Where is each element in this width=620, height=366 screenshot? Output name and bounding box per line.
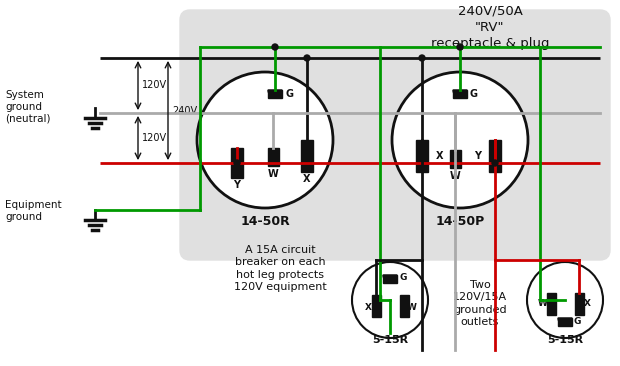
Text: A 15A circuit
breaker on each
hot leg protects
120V equipment: A 15A circuit breaker on each hot leg pr…	[234, 245, 326, 292]
Text: X: X	[365, 303, 371, 313]
Text: W: W	[268, 169, 278, 179]
Text: Two
120V/15A
grounded
outlets: Two 120V/15A grounded outlets	[453, 280, 507, 327]
Circle shape	[272, 44, 278, 50]
Text: G: G	[470, 89, 478, 99]
Circle shape	[304, 55, 310, 61]
Polygon shape	[383, 275, 397, 282]
Bar	[371, 295, 381, 317]
Circle shape	[197, 72, 333, 208]
Polygon shape	[268, 90, 282, 97]
Bar	[450, 150, 461, 168]
Text: W: W	[407, 303, 417, 313]
Text: G: G	[574, 317, 582, 325]
Text: X: X	[303, 174, 311, 184]
Text: Y: Y	[474, 151, 481, 161]
Text: 14-50R: 14-50R	[240, 215, 290, 228]
Bar	[231, 148, 243, 178]
Bar	[416, 140, 428, 172]
Bar	[558, 318, 572, 326]
Text: 120V: 120V	[142, 133, 167, 143]
Text: 5-15R: 5-15R	[547, 335, 583, 345]
Bar	[301, 140, 313, 172]
Circle shape	[392, 72, 528, 208]
Bar	[383, 275, 397, 283]
Circle shape	[457, 44, 463, 50]
Text: 5-15R: 5-15R	[372, 335, 408, 345]
Bar	[489, 140, 501, 172]
Text: X: X	[583, 299, 590, 309]
Bar	[575, 293, 583, 315]
Bar	[453, 90, 467, 98]
Bar	[399, 295, 409, 317]
Text: 240V: 240V	[172, 105, 197, 116]
Bar	[268, 90, 282, 98]
Circle shape	[352, 262, 428, 338]
Text: Equipment
ground: Equipment ground	[5, 200, 61, 221]
Circle shape	[234, 160, 240, 166]
Text: System
ground
(neutral): System ground (neutral)	[5, 90, 50, 123]
Text: 14-50P: 14-50P	[435, 215, 485, 228]
Text: 240V/50A
"RV"
receptacle & plug: 240V/50A "RV" receptacle & plug	[431, 5, 549, 50]
Bar	[546, 293, 556, 315]
Polygon shape	[558, 318, 572, 325]
Text: 120V: 120V	[142, 81, 167, 90]
Text: W: W	[538, 299, 548, 309]
Text: G: G	[399, 273, 406, 283]
Text: W: W	[450, 171, 461, 181]
Text: X: X	[436, 151, 443, 161]
Circle shape	[527, 262, 603, 338]
Text: G: G	[285, 89, 293, 99]
Bar	[267, 148, 278, 166]
Text: Y: Y	[234, 180, 241, 190]
Circle shape	[492, 160, 498, 166]
Circle shape	[419, 55, 425, 61]
FancyBboxPatch shape	[180, 10, 610, 260]
Polygon shape	[453, 90, 467, 97]
